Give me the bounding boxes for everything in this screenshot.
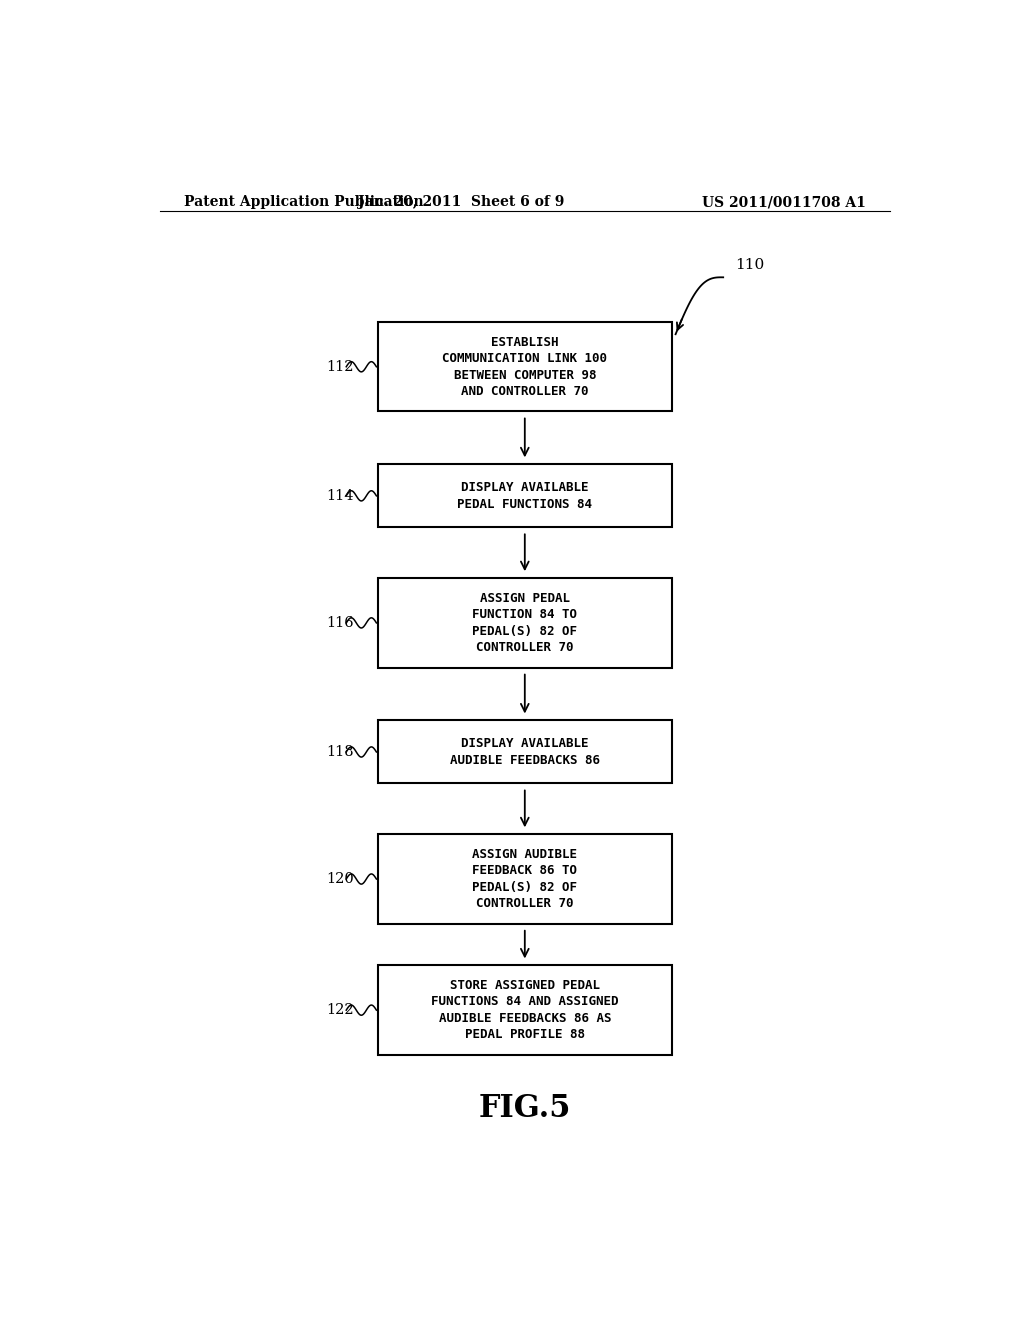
Text: STORE ASSIGNED PEDAL
FUNCTIONS 84 AND ASSIGNED
AUDIBLE FEEDBACKS 86 AS
PEDAL PRO: STORE ASSIGNED PEDAL FUNCTIONS 84 AND AS…: [431, 979, 618, 1041]
Text: DISPLAY AVAILABLE
AUDIBLE FEEDBACKS 86: DISPLAY AVAILABLE AUDIBLE FEEDBACKS 86: [450, 738, 600, 767]
Text: 114: 114: [327, 488, 354, 503]
Text: ASSIGN AUDIBLE
FEEDBACK 86 TO
PEDAL(S) 82 OF
CONTROLLER 70: ASSIGN AUDIBLE FEEDBACK 86 TO PEDAL(S) 8…: [472, 847, 578, 911]
Text: Jan. 20, 2011  Sheet 6 of 9: Jan. 20, 2011 Sheet 6 of 9: [358, 195, 564, 209]
Bar: [378, 834, 672, 924]
Text: DISPLAY AVAILABLE
PEDAL FUNCTIONS 84: DISPLAY AVAILABLE PEDAL FUNCTIONS 84: [458, 480, 592, 511]
Text: 120: 120: [327, 873, 354, 886]
Text: 122: 122: [327, 1003, 354, 1018]
Bar: [378, 322, 672, 412]
Text: FIG.5: FIG.5: [478, 1093, 571, 1125]
Text: 118: 118: [327, 744, 354, 759]
Bar: [378, 465, 672, 528]
Text: 116: 116: [327, 616, 354, 630]
Bar: [378, 578, 672, 668]
Text: US 2011/0011708 A1: US 2011/0011708 A1: [702, 195, 866, 209]
Text: 110: 110: [735, 259, 764, 272]
Text: ASSIGN PEDAL
FUNCTION 84 TO
PEDAL(S) 82 OF
CONTROLLER 70: ASSIGN PEDAL FUNCTION 84 TO PEDAL(S) 82 …: [472, 591, 578, 655]
Bar: [378, 721, 672, 784]
Text: ESTABLISH
COMMUNICATION LINK 100
BETWEEN COMPUTER 98
AND CONTROLLER 70: ESTABLISH COMMUNICATION LINK 100 BETWEEN…: [442, 335, 607, 399]
Text: Patent Application Publication: Patent Application Publication: [183, 195, 423, 209]
Text: 112: 112: [327, 360, 354, 374]
Bar: [378, 965, 672, 1055]
